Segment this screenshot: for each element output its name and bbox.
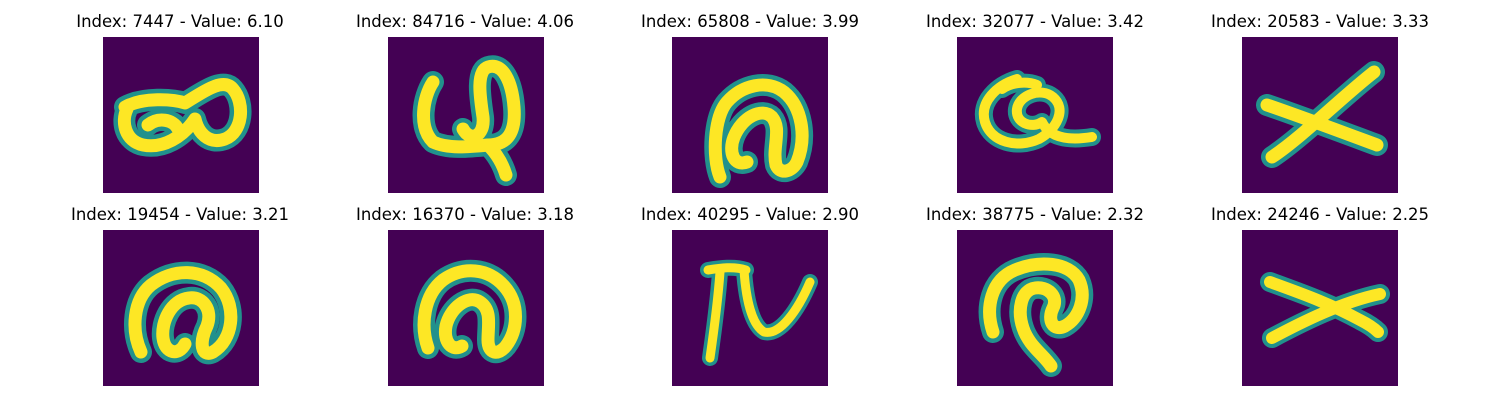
grid-panel: Index: 40295 - Value: 2.90 — [600, 193, 900, 386]
glyph-drawing — [412, 55, 526, 186]
glyph-image — [1242, 37, 1398, 193]
glyph-image — [957, 230, 1113, 386]
panel-title: Index: 24246 - Value: 2.25 — [1210, 205, 1429, 224]
grid-panel: Index: 20583 - Value: 3.33 — [1170, 0, 1470, 193]
glyph-drawing — [978, 253, 1094, 377]
glyph-image — [388, 230, 544, 386]
glyph-drawing — [413, 259, 527, 364]
grid-panel: Index: 7447 - Value: 6.10 — [30, 0, 330, 193]
glyph-image — [1242, 230, 1398, 386]
glyph-drawing — [700, 259, 818, 366]
panel-title: Index: 20583 - Value: 3.33 — [1210, 12, 1429, 31]
glyph-image — [103, 37, 259, 193]
grid-panel: Index: 24246 - Value: 2.25 — [1170, 193, 1470, 386]
grid-panel: Index: 32077 - Value: 3.42 — [885, 0, 1185, 193]
panel-title: Index: 16370 - Value: 3.18 — [355, 205, 574, 224]
grid-panel: Index: 38775 - Value: 2.32 — [885, 193, 1185, 386]
glyph-drawing — [704, 74, 814, 188]
grid-panel: Index: 19454 - Value: 3.21 — [30, 193, 330, 386]
glyph-drawing — [974, 70, 1101, 153]
glyph-drawing — [124, 261, 242, 365]
panel-title: Index: 32077 - Value: 3.42 — [925, 12, 1144, 31]
glyph-drawing — [1260, 272, 1390, 348]
glyph-image — [672, 230, 828, 386]
panel-title: Index: 38775 - Value: 2.32 — [925, 205, 1144, 224]
panel-title: Index: 84716 - Value: 4.06 — [355, 12, 574, 31]
grid-panel: Index: 65808 - Value: 3.99 — [600, 0, 900, 193]
glyph-image — [103, 230, 259, 386]
glyph-drawing — [113, 73, 252, 157]
glyph-image — [388, 37, 544, 193]
glyph-image — [672, 37, 828, 193]
grid-panel: Index: 16370 - Value: 3.18 — [315, 193, 615, 386]
glyph-drawing — [1256, 61, 1388, 168]
panel-title: Index: 65808 - Value: 3.99 — [640, 12, 859, 31]
glyph-image — [957, 37, 1113, 193]
panel-title: Index: 7447 - Value: 6.10 — [76, 12, 284, 31]
grid-panel: Index: 84716 - Value: 4.06 — [315, 0, 615, 193]
panel-title: Index: 40295 - Value: 2.90 — [640, 205, 859, 224]
panel-title: Index: 19454 - Value: 3.21 — [70, 205, 289, 224]
